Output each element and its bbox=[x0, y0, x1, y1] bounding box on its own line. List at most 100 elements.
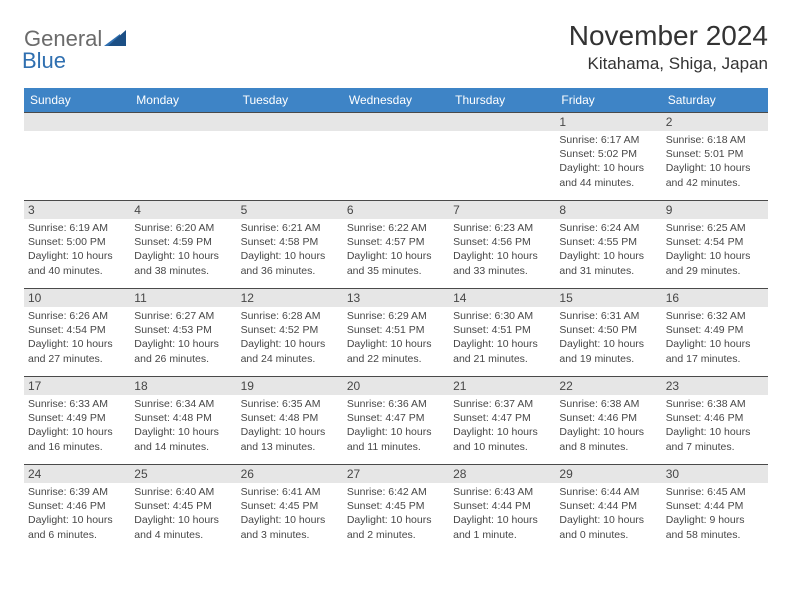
sunrise-text: Sunrise: 6:38 AM bbox=[666, 397, 764, 411]
day-header: Monday bbox=[130, 88, 236, 113]
day-number: 15 bbox=[555, 289, 661, 307]
day-content: Sunrise: 6:35 AMSunset: 4:48 PMDaylight:… bbox=[237, 395, 343, 458]
day-content: Sunrise: 6:29 AMSunset: 4:51 PMDaylight:… bbox=[343, 307, 449, 370]
sunrise-text: Sunrise: 6:26 AM bbox=[28, 309, 126, 323]
daylight-text: Daylight: 10 hours and 3 minutes. bbox=[241, 513, 339, 541]
sunset-text: Sunset: 4:45 PM bbox=[134, 499, 232, 513]
sunset-text: Sunset: 4:56 PM bbox=[453, 235, 551, 249]
daylight-text: Daylight: 10 hours and 29 minutes. bbox=[666, 249, 764, 277]
day-number: 26 bbox=[237, 465, 343, 483]
sunset-text: Sunset: 4:54 PM bbox=[666, 235, 764, 249]
sunset-text: Sunset: 4:47 PM bbox=[347, 411, 445, 425]
day-content: Sunrise: 6:18 AMSunset: 5:01 PMDaylight:… bbox=[662, 131, 768, 194]
sunrise-text: Sunrise: 6:31 AM bbox=[559, 309, 657, 323]
day-number: 27 bbox=[343, 465, 449, 483]
day-cell: 13Sunrise: 6:29 AMSunset: 4:51 PMDayligh… bbox=[343, 289, 449, 377]
daylight-text: Daylight: 10 hours and 0 minutes. bbox=[559, 513, 657, 541]
day-number: 29 bbox=[555, 465, 661, 483]
day-cell: 21Sunrise: 6:37 AMSunset: 4:47 PMDayligh… bbox=[449, 377, 555, 465]
daylight-text: Daylight: 10 hours and 10 minutes. bbox=[453, 425, 551, 453]
day-cell bbox=[130, 113, 236, 201]
sunset-text: Sunset: 4:55 PM bbox=[559, 235, 657, 249]
day-number: 5 bbox=[237, 201, 343, 219]
week-row: 24Sunrise: 6:39 AMSunset: 4:46 PMDayligh… bbox=[24, 465, 768, 553]
sunrise-text: Sunrise: 6:39 AM bbox=[28, 485, 126, 499]
day-header: Sunday bbox=[24, 88, 130, 113]
day-content: Sunrise: 6:26 AMSunset: 4:54 PMDaylight:… bbox=[24, 307, 130, 370]
day-content: Sunrise: 6:24 AMSunset: 4:55 PMDaylight:… bbox=[555, 219, 661, 282]
logo-text-blue: Blue bbox=[22, 48, 66, 73]
day-number: 12 bbox=[237, 289, 343, 307]
day-cell: 15Sunrise: 6:31 AMSunset: 4:50 PMDayligh… bbox=[555, 289, 661, 377]
sunset-text: Sunset: 4:47 PM bbox=[453, 411, 551, 425]
week-row: 1Sunrise: 6:17 AMSunset: 5:02 PMDaylight… bbox=[24, 113, 768, 201]
daylight-text: Daylight: 10 hours and 33 minutes. bbox=[453, 249, 551, 277]
daylight-text: Daylight: 10 hours and 21 minutes. bbox=[453, 337, 551, 365]
day-content: Sunrise: 6:34 AMSunset: 4:48 PMDaylight:… bbox=[130, 395, 236, 458]
day-number: 14 bbox=[449, 289, 555, 307]
daylight-text: Daylight: 10 hours and 35 minutes. bbox=[347, 249, 445, 277]
sunset-text: Sunset: 4:59 PM bbox=[134, 235, 232, 249]
day-number: 2 bbox=[662, 113, 768, 131]
day-number: 11 bbox=[130, 289, 236, 307]
day-header-row: Sunday Monday Tuesday Wednesday Thursday… bbox=[24, 88, 768, 113]
daylight-text: Daylight: 10 hours and 19 minutes. bbox=[559, 337, 657, 365]
logo-blue-wrap: Blue bbox=[24, 48, 66, 74]
day-content: Sunrise: 6:39 AMSunset: 4:46 PMDaylight:… bbox=[24, 483, 130, 546]
day-number: 10 bbox=[24, 289, 130, 307]
day-cell bbox=[237, 113, 343, 201]
day-number: 4 bbox=[130, 201, 236, 219]
day-header: Saturday bbox=[662, 88, 768, 113]
day-cell bbox=[449, 113, 555, 201]
day-cell: 3Sunrise: 6:19 AMSunset: 5:00 PMDaylight… bbox=[24, 201, 130, 289]
sunrise-text: Sunrise: 6:36 AM bbox=[347, 397, 445, 411]
day-number: 19 bbox=[237, 377, 343, 395]
day-number: 25 bbox=[130, 465, 236, 483]
day-cell: 27Sunrise: 6:42 AMSunset: 4:45 PMDayligh… bbox=[343, 465, 449, 553]
day-cell bbox=[343, 113, 449, 201]
day-number: 21 bbox=[449, 377, 555, 395]
day-number: 24 bbox=[24, 465, 130, 483]
day-content: Sunrise: 6:32 AMSunset: 4:49 PMDaylight:… bbox=[662, 307, 768, 370]
header: General November 2024 Kitahama, Shiga, J… bbox=[24, 20, 768, 74]
daylight-text: Daylight: 10 hours and 27 minutes. bbox=[28, 337, 126, 365]
day-cell: 4Sunrise: 6:20 AMSunset: 4:59 PMDaylight… bbox=[130, 201, 236, 289]
title-block: November 2024 Kitahama, Shiga, Japan bbox=[569, 20, 768, 74]
daylight-text: Daylight: 10 hours and 38 minutes. bbox=[134, 249, 232, 277]
day-number: 7 bbox=[449, 201, 555, 219]
week-row: 17Sunrise: 6:33 AMSunset: 4:49 PMDayligh… bbox=[24, 377, 768, 465]
day-cell: 7Sunrise: 6:23 AMSunset: 4:56 PMDaylight… bbox=[449, 201, 555, 289]
day-number-bar bbox=[343, 113, 449, 131]
day-content: Sunrise: 6:38 AMSunset: 4:46 PMDaylight:… bbox=[662, 395, 768, 458]
day-header: Thursday bbox=[449, 88, 555, 113]
day-cell: 11Sunrise: 6:27 AMSunset: 4:53 PMDayligh… bbox=[130, 289, 236, 377]
sunset-text: Sunset: 4:54 PM bbox=[28, 323, 126, 337]
daylight-text: Daylight: 10 hours and 44 minutes. bbox=[559, 161, 657, 189]
day-cell: 24Sunrise: 6:39 AMSunset: 4:46 PMDayligh… bbox=[24, 465, 130, 553]
day-cell: 6Sunrise: 6:22 AMSunset: 4:57 PMDaylight… bbox=[343, 201, 449, 289]
day-cell: 20Sunrise: 6:36 AMSunset: 4:47 PMDayligh… bbox=[343, 377, 449, 465]
day-content: Sunrise: 6:42 AMSunset: 4:45 PMDaylight:… bbox=[343, 483, 449, 546]
sunset-text: Sunset: 4:51 PM bbox=[453, 323, 551, 337]
day-content: Sunrise: 6:37 AMSunset: 4:47 PMDaylight:… bbox=[449, 395, 555, 458]
sunset-text: Sunset: 4:48 PM bbox=[134, 411, 232, 425]
day-cell: 8Sunrise: 6:24 AMSunset: 4:55 PMDaylight… bbox=[555, 201, 661, 289]
day-content: Sunrise: 6:45 AMSunset: 4:44 PMDaylight:… bbox=[662, 483, 768, 546]
day-number: 9 bbox=[662, 201, 768, 219]
sunset-text: Sunset: 4:46 PM bbox=[559, 411, 657, 425]
day-cell: 23Sunrise: 6:38 AMSunset: 4:46 PMDayligh… bbox=[662, 377, 768, 465]
day-content: Sunrise: 6:22 AMSunset: 4:57 PMDaylight:… bbox=[343, 219, 449, 282]
sunset-text: Sunset: 4:49 PM bbox=[28, 411, 126, 425]
sunrise-text: Sunrise: 6:19 AM bbox=[28, 221, 126, 235]
sunrise-text: Sunrise: 6:17 AM bbox=[559, 133, 657, 147]
daylight-text: Daylight: 10 hours and 24 minutes. bbox=[241, 337, 339, 365]
day-number: 13 bbox=[343, 289, 449, 307]
day-number: 3 bbox=[24, 201, 130, 219]
day-content: Sunrise: 6:31 AMSunset: 4:50 PMDaylight:… bbox=[555, 307, 661, 370]
day-content: Sunrise: 6:44 AMSunset: 4:44 PMDaylight:… bbox=[555, 483, 661, 546]
day-cell: 10Sunrise: 6:26 AMSunset: 4:54 PMDayligh… bbox=[24, 289, 130, 377]
day-number: 16 bbox=[662, 289, 768, 307]
daylight-text: Daylight: 10 hours and 40 minutes. bbox=[28, 249, 126, 277]
day-number-bar bbox=[130, 113, 236, 131]
day-number-bar bbox=[449, 113, 555, 131]
